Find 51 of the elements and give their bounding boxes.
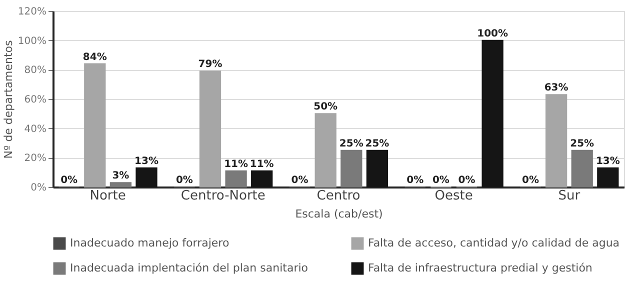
y-tick-label: 100%: [18, 36, 46, 47]
data-label: 0%: [291, 175, 308, 186]
bar: [314, 113, 336, 188]
data-label: 25%: [339, 138, 364, 150]
data-label: 79%: [198, 59, 222, 70]
y-tick-label: 0%: [30, 182, 46, 194]
bar: [225, 170, 247, 188]
data-label: 0%: [60, 175, 78, 186]
bar: [597, 167, 619, 188]
bar: [571, 150, 593, 188]
legend-label: Inadecuada implentación del plan sanitario: [70, 262, 308, 274]
data-label: 25%: [365, 138, 390, 150]
y-tick-label: 40%: [24, 124, 46, 135]
legend-label: Falta de infraestructura predial y gestión: [368, 262, 592, 274]
bar: [199, 70, 222, 188]
x-tick-label: Sur: [558, 188, 581, 204]
x-tick-label: Centro: [316, 188, 360, 204]
data-label: 50%: [314, 102, 338, 113]
x-tick-label: Norte: [90, 188, 126, 204]
data-label: 3%: [112, 170, 130, 182]
data-label: 25%: [570, 138, 594, 150]
y-axis-title: Nº de departamentos: [2, 40, 15, 159]
bar: [136, 167, 158, 188]
legend-label: Falta de acceso, cantidad y/o calidad de agua: [368, 236, 620, 250]
bar: [545, 94, 568, 188]
data-label: 0%: [458, 175, 476, 186]
data-label: 11%: [250, 158, 274, 170]
data-label: 0%: [522, 175, 539, 186]
bar: [366, 150, 388, 188]
data-label: 13%: [134, 156, 158, 167]
x-tick-label: Centro-Norte: [180, 188, 266, 204]
data-label: 13%: [596, 156, 620, 167]
bar: [110, 182, 132, 188]
data-label: 11%: [224, 158, 248, 170]
legend-label: Inadecuado manejo forrajero: [70, 236, 230, 250]
x-axis-title: Escala (cab/est): [295, 208, 383, 220]
y-tick-label: 120%: [18, 6, 46, 18]
data-label: 63%: [544, 82, 568, 94]
bar: [84, 63, 106, 188]
bar: [251, 170, 273, 188]
bar: [482, 40, 504, 188]
data-label: 0%: [406, 175, 424, 186]
data-label: 84%: [82, 52, 107, 63]
data-label: 0%: [176, 175, 193, 186]
data-label: 0%: [432, 175, 450, 186]
bar: [340, 150, 362, 188]
y-tick-label: 20%: [24, 153, 46, 164]
y-tick-label: 60%: [24, 94, 46, 106]
data-label: 100%: [477, 28, 508, 40]
y-tick-label: 80%: [24, 65, 46, 76]
x-tick-label: Oeste: [434, 188, 473, 204]
